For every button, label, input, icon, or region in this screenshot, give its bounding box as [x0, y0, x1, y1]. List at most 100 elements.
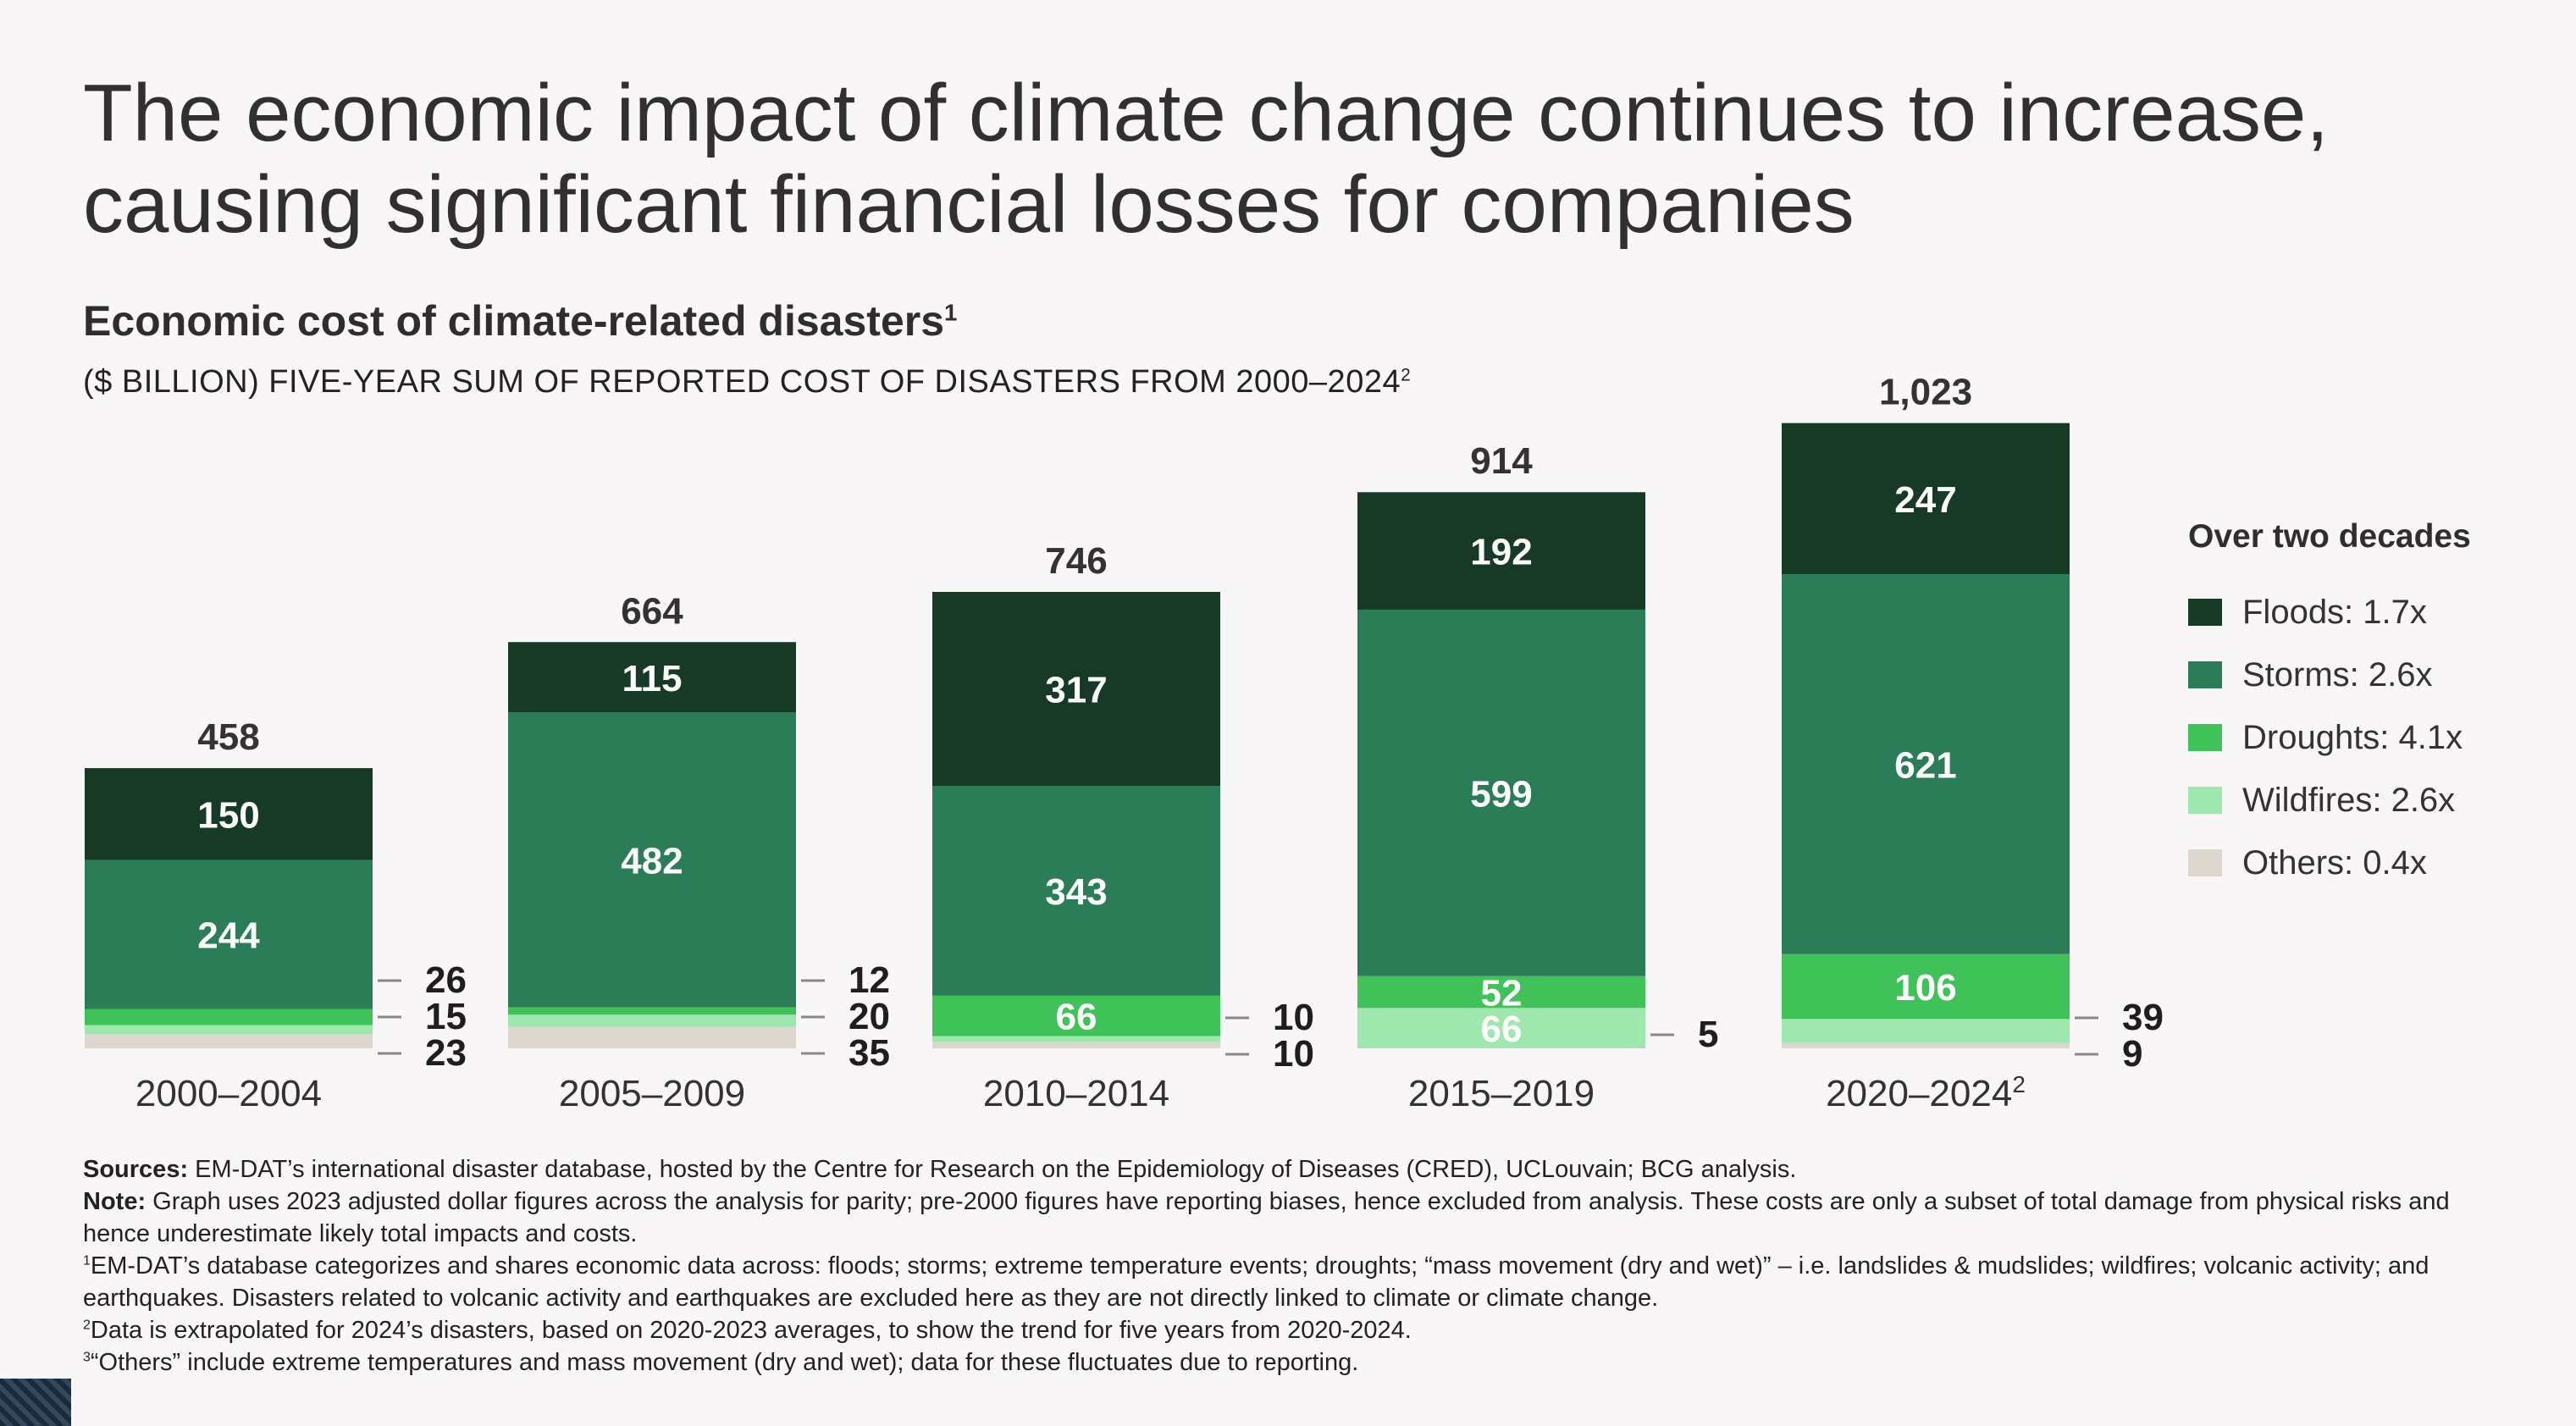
- side-label-2015-2019-0: 5: [1698, 1014, 1718, 1055]
- chart-subtitle: Economic cost of climate-related disaste…: [83, 296, 957, 345]
- bar-segment-others-2010-2014: [932, 1042, 1220, 1048]
- bar-segment-storms-2005-2009: [508, 712, 796, 1008]
- total-label-2000-2004: 458: [197, 716, 259, 758]
- category-label-2015-2019: 2015–2019: [1408, 1073, 1595, 1114]
- category-label-2010-2014: 2010–2014: [983, 1073, 1169, 1114]
- legend-title: Over two decades: [2188, 518, 2471, 555]
- title-line-1: The economic impact of climate change co…: [83, 68, 2330, 158]
- inside-label-storms-2010-2014: 343: [1045, 871, 1107, 913]
- legend-label-wildfires: Wildfires: 2.6x: [2242, 781, 2456, 819]
- graph-note: Note: Graph uses 2023 adjusted dollar fi…: [83, 1186, 2505, 1250]
- bar-segment-others-2020-2024: [1782, 1042, 2070, 1048]
- legend-label-droughts: Droughts: 4.1x: [2242, 718, 2463, 756]
- footnote-2-mark: 2: [83, 1318, 91, 1333]
- side-label-2020-2024-1: 9: [2122, 1033, 2142, 1075]
- bar-segment-wildfires-2005-2009: [508, 1014, 796, 1027]
- sources-note: Sources: EM-DAT’s international disaster…: [83, 1153, 2505, 1186]
- subtitle-footnote-mark: 1: [944, 299, 958, 326]
- inside-label-floods-2010-2014: 317: [1045, 670, 1107, 711]
- note-label: Note:: [83, 1188, 146, 1215]
- bar-segment-floods-2015-2019: [1357, 492, 1645, 610]
- footnote-2: 2Data is extrapolated for 2024’s disaste…: [83, 1314, 2505, 1346]
- bar-segment-wildfires-2015-2019: [1357, 1008, 1645, 1048]
- bar-segment-storms-2000-2004: [85, 859, 373, 1009]
- units-footnote-mark: 2: [1401, 365, 1412, 385]
- sources-text: EM-DAT’s international disaster database…: [188, 1156, 1797, 1183]
- footnote-1-text: EM-DAT’s database categorizes and shares…: [83, 1252, 2430, 1312]
- bar-segment-droughts-2000-2004: [85, 1009, 373, 1025]
- chart-units-text: ($ BILLION) FIVE-YEAR SUM OF REPORTED CO…: [83, 364, 1401, 400]
- bar-segment-droughts-2015-2019: [1357, 976, 1645, 1009]
- footnote-3-text: “Others” include extreme temperatures an…: [90, 1349, 1359, 1376]
- legend-item-wildfires: Wildfires: 2.6x: [2188, 769, 2471, 832]
- side-label-2005-2009-0: 12: [849, 959, 890, 1001]
- side-label-2010-2014-0: 10: [1273, 997, 1314, 1038]
- title-line-2: causing significant financial losses for…: [83, 159, 1855, 250]
- side-label-2000-2004-0: 26: [425, 959, 467, 1001]
- legend: Over two decades Floods: 1.7x Storms: 2.…: [2188, 518, 2471, 894]
- chart-subtitle-text: Economic cost of climate-related disaste…: [83, 297, 945, 345]
- inside-label-floods-2020-2024: 247: [1894, 479, 1956, 521]
- legend-swatch-wildfires: [2188, 787, 2222, 814]
- side-label-2020-2024-0: 39: [2122, 997, 2164, 1038]
- side-label-2000-2004-1: 15: [425, 996, 467, 1037]
- bar-segment-storms-2010-2014: [932, 786, 1220, 996]
- inside-label-droughts-2020-2024: 106: [1894, 967, 1956, 1009]
- bar-segment-others-2005-2009: [508, 1026, 796, 1048]
- bar-segment-floods-2020-2024: [1782, 423, 2070, 575]
- legend-swatch-storms: [2188, 661, 2222, 688]
- total-label-2005-2009: 664: [621, 590, 683, 632]
- legend-item-others: Others: 0.4x: [2188, 832, 2471, 894]
- bar-segment-wildfires-2020-2024: [1782, 1019, 2070, 1043]
- bar-segment-floods-2000-2004: [85, 768, 373, 860]
- total-label-2015-2019: 914: [1470, 440, 1533, 482]
- inside-label-droughts-2010-2014: 66: [1056, 997, 1097, 1038]
- legend-label-storms: Storms: 2.6x: [2242, 655, 2433, 694]
- category-label-2020-2024: 2020–20242: [1826, 1071, 2026, 1114]
- side-label-2000-2004-2: 23: [425, 1032, 467, 1074]
- category-footnote-mark: 2: [2012, 1071, 2026, 1097]
- footnote-2-text: Data is extrapolated for 2024’s disaster…: [90, 1317, 1412, 1344]
- legend-label-others: Others: 0.4x: [2242, 843, 2427, 882]
- footnote-3: 3“Others” include extreme temperatures a…: [83, 1346, 2505, 1379]
- legend-swatch-droughts: [2188, 724, 2222, 751]
- bar-segment-droughts-2010-2014: [932, 995, 1220, 1036]
- inside-label-floods-2000-2004: 150: [197, 794, 259, 836]
- footnote-3-mark: 3: [83, 1350, 91, 1365]
- note-text: Graph uses 2023 adjusted dollar figures …: [83, 1188, 2450, 1247]
- footnotes: Sources: EM-DAT’s international disaster…: [83, 1153, 2505, 1379]
- bar-segment-droughts-2005-2009: [508, 1007, 796, 1015]
- page-title: The economic impact of climate change co…: [83, 68, 2369, 251]
- legend-item-droughts: Droughts: 4.1x: [2188, 706, 2471, 769]
- bar-segment-wildfires-2010-2014: [932, 1036, 1220, 1042]
- inside-label-storms-2015-2019: 599: [1470, 773, 1532, 815]
- footnote-1: 1EM-DAT’s database categorizes and share…: [83, 1250, 2505, 1314]
- legend-swatch-others: [2188, 849, 2222, 876]
- legend-item-storms: Storms: 2.6x: [2188, 644, 2471, 706]
- side-label-2005-2009-2: 35: [849, 1032, 890, 1074]
- category-label-2000-2004: 2000–2004: [135, 1073, 322, 1114]
- bar-segment-storms-2020-2024: [1782, 574, 2070, 954]
- chart-units: ($ BILLION) FIVE-YEAR SUM OF REPORTED CO…: [83, 364, 1411, 401]
- bar-segment-wildfires-2000-2004: [85, 1025, 373, 1035]
- inside-label-storms-2005-2009: 482: [621, 840, 683, 882]
- total-label-2010-2014: 746: [1045, 540, 1107, 582]
- category-label-2005-2009: 2005–2009: [559, 1073, 745, 1114]
- corner-logo-mark: [0, 1379, 71, 1426]
- legend-item-floods: Floods: 1.7x: [2188, 581, 2471, 644]
- footnote-1-mark: 1: [83, 1253, 91, 1268]
- side-label-2005-2009-1: 20: [849, 996, 890, 1037]
- inside-label-storms-2000-2004: 244: [197, 915, 260, 957]
- inside-label-storms-2020-2024: 621: [1894, 744, 1956, 786]
- inside-label-floods-2005-2009: 115: [622, 658, 683, 699]
- side-label-2010-2014-1: 10: [1273, 1033, 1314, 1075]
- inside-label-droughts-2015-2019: 52: [1481, 973, 1523, 1014]
- total-label-2020-2024: 1,023: [1879, 372, 1972, 413]
- sources-label: Sources:: [83, 1156, 189, 1183]
- inside-label-floods-2015-2019: 192: [1470, 532, 1532, 573]
- bar-segment-droughts-2020-2024: [1782, 953, 2070, 1020]
- bar-segment-storms-2015-2019: [1357, 609, 1645, 976]
- bar-segment-others-2000-2004: [85, 1034, 373, 1048]
